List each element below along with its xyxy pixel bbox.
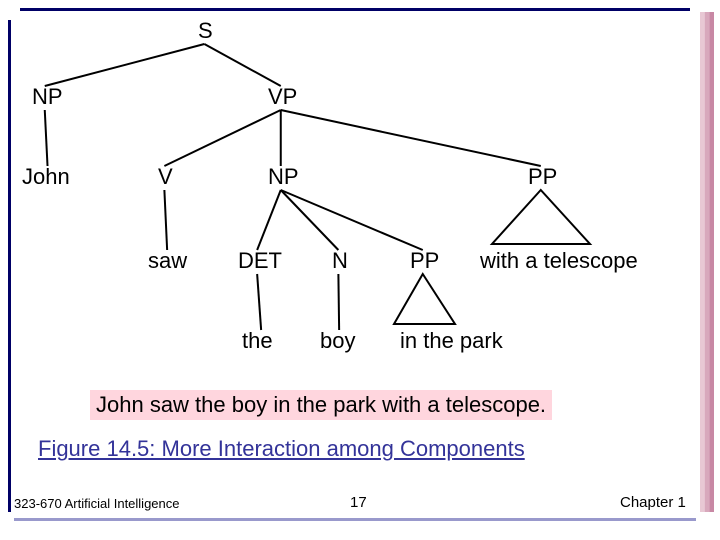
tree-node-tele: with a telescope: [480, 248, 638, 274]
tree-node-park: in the park: [400, 328, 503, 354]
tree-node-S: S: [198, 18, 213, 44]
tree-node-PP1: PP: [528, 164, 557, 190]
tree-node-saw: saw: [148, 248, 187, 274]
example-sentence: John saw the boy in the park with a tele…: [90, 390, 552, 420]
tree-node-John: John: [22, 164, 70, 190]
tree-node-NP2: NP: [268, 164, 299, 190]
footer-page-number: 17: [350, 494, 367, 511]
footer-course: 323-670 Artificial Intelligence: [14, 496, 180, 511]
tree-node-V: V: [158, 164, 173, 190]
slide-frame: S NP VP John V NP PP saw DET N PP with a telescope t…: [0, 0, 720, 540]
tree-node-PP2: PP: [410, 248, 439, 274]
tree-node-NP1: NP: [32, 84, 63, 110]
tree-node-boy: boy: [320, 328, 355, 354]
footer-chapter: Chapter 1: [620, 494, 686, 511]
tree-node-DET: DET: [238, 248, 282, 274]
figure-caption: Figure 14.5: More Interaction among Comp…: [38, 436, 525, 462]
tree-node-N: N: [332, 248, 348, 274]
tree-node-VP: VP: [268, 84, 297, 110]
tree-node-the: the: [242, 328, 273, 354]
